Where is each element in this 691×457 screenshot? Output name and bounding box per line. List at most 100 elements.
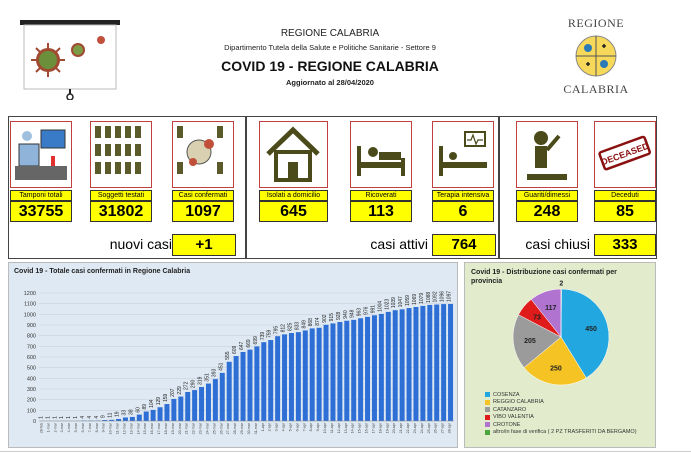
bar-chart-bar — [399, 309, 405, 421]
bar-chart-data-label: 4 — [94, 416, 100, 419]
bar-chart-data-label: 60 — [135, 407, 141, 413]
bar-chart-category-label: 26-apr — [434, 422, 438, 433]
bar-chart-data-label: 1 — [45, 416, 51, 419]
virus-banner-icon — [20, 20, 120, 101]
bar-chart-category-label: 21-mar — [185, 422, 189, 434]
bar-chart-bar — [268, 340, 274, 421]
bar-chart-ytick-label: 800 — [27, 334, 36, 340]
stat-value-confermati: 1097 — [172, 201, 234, 222]
deceased-stamp-icon: DECEASED — [598, 135, 651, 171]
bar-chart-bar — [102, 420, 108, 421]
bar-chart-bar — [150, 409, 156, 421]
stat-label-guariti: Guariti/dimessi — [516, 190, 578, 201]
bar-chart-data-label: 874 — [315, 317, 321, 326]
bar-chart-bar — [129, 416, 135, 421]
bar-chart-data-label: 868 — [308, 318, 314, 327]
bar-chart-category-label: 19-mar — [171, 422, 175, 434]
bar-chart-category-label: 28-mar — [233, 422, 237, 434]
bar-chart-bar — [116, 418, 122, 421]
bar-chart-ytick-label: 700 — [27, 344, 36, 350]
bar-chart-category-label: 27-mar — [226, 422, 230, 434]
bar-chart-bar — [254, 346, 260, 421]
bar-chart-data-label: 1088 — [426, 292, 432, 303]
bar-chart-category-label: 9-mar — [102, 422, 106, 432]
bar-chart-category-label: 31-mar — [254, 422, 258, 434]
stat-value-deceduti: 85 — [594, 201, 656, 222]
stat-label-tamponi: Tamponi totali — [10, 190, 72, 201]
bar-chart-category-label: 5-mar — [74, 422, 78, 432]
bar-chart-data-label: 976 — [364, 306, 370, 315]
bar-chart-bar — [261, 342, 267, 421]
bar-chart-bar — [344, 320, 350, 421]
bar-chart-category-label: 10-mar — [109, 422, 113, 434]
bar-chart-data-label: 609 — [232, 345, 238, 354]
bar-chart-bar — [302, 330, 308, 421]
pie-legend: COSENZA REGGIO CALABRIA CATANZARO VIBO VALE… — [485, 391, 655, 436]
bar-chart-bar — [420, 305, 426, 421]
bar-chart-data-label: 948 — [350, 309, 356, 318]
bar-chart-data-label: 38 — [128, 409, 134, 415]
bar-chart-category-label: 1-mar — [46, 422, 50, 432]
bar-chart-data-label: 89 — [142, 404, 148, 410]
bar-chart-bar — [109, 419, 115, 421]
bar-chart-data-label: 669 — [246, 339, 252, 348]
bar-chart-data-label: 759 — [267, 329, 273, 338]
bar-chart-ytick-label: 400 — [27, 376, 36, 382]
stat-label-isolati: Isolati a domicilio — [259, 190, 328, 201]
bar-chart-category-label: 20-apr — [392, 422, 396, 433]
bar-chart-bar — [185, 391, 191, 421]
bar-chart-data-label: 812 — [281, 324, 287, 333]
pie-legend-item: REGGIO CALABRIA — [485, 399, 655, 407]
pie-legend-item: altro/in fase di verifica ( 2 PZ TRASFER… — [485, 429, 655, 437]
bar-chart-data-label: 1 — [59, 416, 65, 419]
legend-label: VIBO VALENTIA — [493, 414, 534, 421]
bar-chart-bar — [171, 398, 177, 421]
stat-value-tamponi: 33755 — [10, 201, 72, 222]
bar-chart-category-label: 22-mar — [192, 422, 196, 434]
bar-chart-category-label: 28-feb — [39, 423, 43, 433]
bar-chart-category-label: 20-mar — [178, 422, 182, 434]
bar-chart-ytick-label: 500 — [27, 366, 36, 372]
closed-cases-label: casi chiusi — [525, 236, 590, 252]
bar-chart-data-label: 833 — [294, 322, 300, 331]
bar-chart-title: Covid 19 - Totale casi confermati in Reg… — [14, 268, 191, 275]
bar-chart-data-label: 4 — [80, 416, 86, 419]
legend-swatch — [485, 414, 490, 420]
bar-chart-ytick-label: 300 — [27, 387, 36, 393]
hospital-bed-icon — [357, 146, 405, 176]
pie-slice-label: 250 — [550, 365, 562, 372]
logo-text-top: REGIONE — [567, 16, 625, 30]
bar-chart-bar — [178, 396, 184, 421]
bar-chart-bar — [219, 372, 225, 421]
department-subtitle: Dipartimento Tutela della Salute e Polit… — [224, 43, 436, 52]
stat-icon-box-1 — [90, 121, 152, 188]
stat-icon-box-0 — [10, 121, 72, 188]
bar-chart-data-label: 902 — [322, 314, 328, 323]
bar-chart-data-label: 129 — [156, 397, 162, 406]
bar-chart-category-label: 10-apr — [323, 422, 327, 433]
pie-slice-label: 2 — [559, 281, 563, 288]
bar-chart-data-label: 1039 — [391, 297, 397, 308]
bar-chart-bar — [247, 349, 253, 421]
bar-chart-data-label: 451 — [218, 362, 224, 371]
pie-slice — [512, 314, 562, 368]
bar-chart-bar — [205, 383, 211, 421]
update-date: Aggiornato al 28/04/2020 — [286, 78, 374, 87]
bar-chart-category-label: 1-apr — [261, 422, 265, 431]
bar-chart-category-label: 23-apr — [413, 422, 417, 433]
bar-chart-bar — [392, 310, 398, 421]
house-icon — [266, 126, 320, 182]
bar-chart-ytick-label: 1000 — [24, 312, 36, 318]
bar-chart-data-label: 1 — [38, 416, 44, 419]
bar-chart-bar — [371, 315, 377, 421]
bar-chart-category-label: 2-apr — [268, 422, 272, 431]
bar-chart-category-label: 13-mar — [129, 422, 133, 434]
pie-slice-label: 205 — [524, 338, 536, 345]
bar-chart-bar — [427, 304, 433, 421]
bar-chart-data-label: 104 — [149, 399, 155, 408]
legend-swatch — [485, 422, 490, 428]
stat-label-confermati: Casi confermati — [172, 190, 234, 201]
bar-chart-data-label: 1023 — [384, 299, 390, 310]
stat-icon-box-4 — [350, 121, 412, 188]
bar-chart-bar — [448, 303, 454, 421]
